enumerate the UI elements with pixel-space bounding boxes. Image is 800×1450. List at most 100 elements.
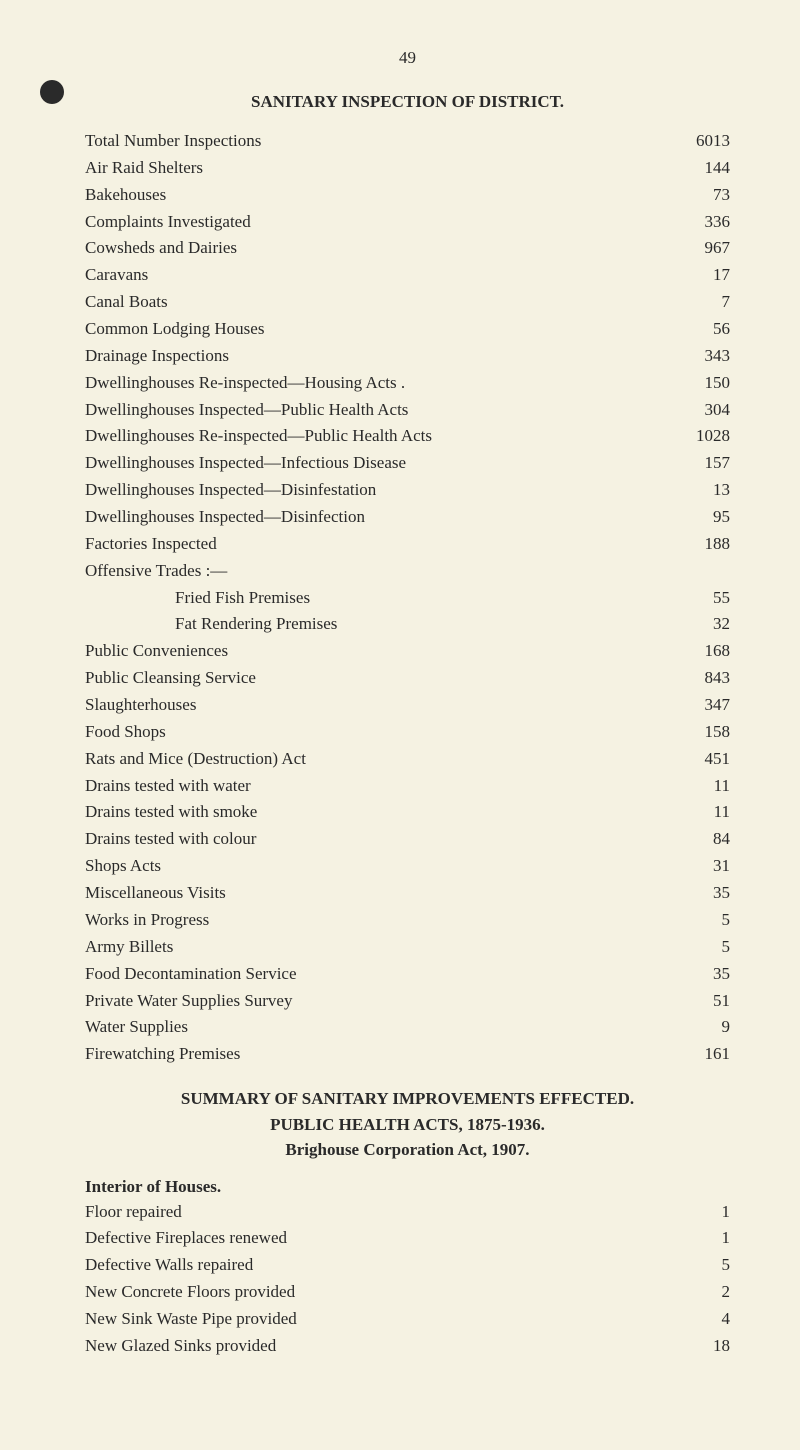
line-label: Complaints Investigated (85, 209, 251, 236)
line-label: New Concrete Floors provided (85, 1279, 295, 1306)
line-label: Food Decontamination Service (85, 961, 297, 988)
line-item: Defective Walls repaired 5 (85, 1252, 730, 1279)
line-item: Total Number Inspections 6013 (85, 128, 730, 155)
line-value: 35 (675, 961, 730, 988)
section-summary: SUMMARY OF SANITARY IMPROVEMENTS EFFECTE… (85, 1086, 730, 1360)
line-item: Floor repaired 1 (85, 1199, 730, 1226)
line-item: New Sink Waste Pipe provided 4 (85, 1306, 730, 1333)
line-label: Floor repaired (85, 1199, 182, 1226)
line-label: New Sink Waste Pipe provided (85, 1306, 297, 1333)
line-label: Slaughterhouses (85, 692, 196, 719)
line-value: 451 (675, 746, 730, 773)
line-label: Common Lodging Houses (85, 316, 264, 343)
page-number: 49 (85, 48, 730, 68)
line-label: Total Number Inspections (85, 128, 261, 155)
line-value: 161 (675, 1041, 730, 1068)
decorative-bullet (40, 80, 64, 104)
line-label: Miscellaneous Visits (85, 880, 226, 907)
line-value: 157 (675, 450, 730, 477)
line-label: Food Shops (85, 719, 166, 746)
line-item: New Concrete Floors provided 2 (85, 1279, 730, 1306)
line-item: New Glazed Sinks provided 18 (85, 1333, 730, 1360)
line-item: Offensive Trades :— (85, 558, 730, 585)
summary-title-line2: PUBLIC HEALTH ACTS, 1875-1936. (85, 1112, 730, 1138)
line-item: Bakehouses 73 (85, 182, 730, 209)
line-label: Dwellinghouses Inspected—Disinfection (85, 504, 365, 531)
line-value: 336 (675, 209, 730, 236)
line-value: 4 (675, 1306, 730, 1333)
line-item: Common Lodging Houses 56 (85, 316, 730, 343)
line-value: 1 (675, 1199, 730, 1226)
line-item: Drains tested with colour 84 (85, 826, 730, 853)
line-item: Shops Acts 31 (85, 853, 730, 880)
line-value: 31 (675, 853, 730, 880)
line-item: Food Shops 158 (85, 719, 730, 746)
line-value: 304 (675, 397, 730, 424)
line-label: Cowsheds and Dairies (85, 235, 237, 262)
line-item: Dwellinghouses Inspected—Infectious Dise… (85, 450, 730, 477)
line-value: 55 (675, 585, 730, 612)
line-value: 84 (675, 826, 730, 853)
line-item: Drains tested with smoke 11 (85, 799, 730, 826)
line-label: Offensive Trades :— (85, 558, 227, 585)
line-value: 17 (675, 262, 730, 289)
line-label: Fried Fish Premises (85, 585, 310, 612)
line-item: Slaughterhouses 347 (85, 692, 730, 719)
line-item: Fried Fish Premises 55 (85, 585, 730, 612)
line-label: Defective Walls repaired (85, 1252, 253, 1279)
line-label: Rats and Mice (Destruction) Act (85, 746, 306, 773)
line-label: Public Conveniences (85, 638, 228, 665)
line-value: 6013 (675, 128, 730, 155)
line-item: Drains tested with water 11 (85, 773, 730, 800)
line-label: Army Billets (85, 934, 173, 961)
line-label: Drains tested with smoke (85, 799, 257, 826)
section2-items-container: Floor repaired 1Defective Fireplaces ren… (85, 1199, 730, 1360)
line-value: 843 (675, 665, 730, 692)
line-value: 158 (675, 719, 730, 746)
line-item: Dwellinghouses Re-inspected—Housing Acts… (85, 370, 730, 397)
line-value: 343 (675, 343, 730, 370)
line-value: 150 (675, 370, 730, 397)
line-value: 5 (675, 1252, 730, 1279)
line-value: 144 (675, 155, 730, 182)
line-value: 11 (675, 773, 730, 800)
section-sanitary-inspection: SANITARY INSPECTION OF DISTRICT. Total N… (85, 92, 730, 1068)
line-label: Dwellinghouses Re-inspected—Housing Acts… (85, 370, 405, 397)
line-value: 5 (675, 907, 730, 934)
line-label: Defective Fireplaces renewed (85, 1225, 287, 1252)
line-item: Water Supplies 9 (85, 1014, 730, 1041)
line-item: Miscellaneous Visits 35 (85, 880, 730, 907)
line-item: Factories Inspected 188 (85, 531, 730, 558)
line-value: 18 (675, 1333, 730, 1360)
line-item: Complaints Investigated 336 (85, 209, 730, 236)
line-label: Firewatching Premises (85, 1041, 240, 1068)
line-value: 32 (675, 611, 730, 638)
subsection-title: Interior of Houses. (85, 1177, 730, 1197)
line-label: Caravans (85, 262, 148, 289)
line-label: Dwellinghouses Inspected—Disinfestation (85, 477, 376, 504)
line-label: Shops Acts (85, 853, 161, 880)
summary-title-line3: Brighouse Corporation Act, 1907. (85, 1137, 730, 1163)
line-item: Dwellinghouses Re-inspected—Public Healt… (85, 423, 730, 450)
line-label: Dwellinghouses Re-inspected—Public Healt… (85, 423, 432, 450)
line-item: Works in Progress 5 (85, 907, 730, 934)
line-label: Dwellinghouses Inspected—Public Health A… (85, 397, 408, 424)
line-value: 347 (675, 692, 730, 719)
line-item: Air Raid Shelters 144 (85, 155, 730, 182)
line-item: Dwellinghouses Inspected—Disinfection 95 (85, 504, 730, 531)
line-value: 11 (675, 799, 730, 826)
line-label: Drains tested with water (85, 773, 251, 800)
line-item: Army Billets 5 (85, 934, 730, 961)
line-label: Public Cleansing Service (85, 665, 256, 692)
line-label: Dwellinghouses Inspected—Infectious Dise… (85, 450, 406, 477)
line-value: 95 (675, 504, 730, 531)
line-value: 1028 (675, 423, 730, 450)
line-label: Works in Progress (85, 907, 209, 934)
line-label: Bakehouses (85, 182, 166, 209)
line-item: Public Conveniences 168 (85, 638, 730, 665)
line-label: Air Raid Shelters (85, 155, 203, 182)
line-item: Fat Rendering Premises 32 (85, 611, 730, 638)
line-label: Canal Boats (85, 289, 168, 316)
line-item: Cowsheds and Dairies 967 (85, 235, 730, 262)
line-label: Factories Inspected (85, 531, 217, 558)
